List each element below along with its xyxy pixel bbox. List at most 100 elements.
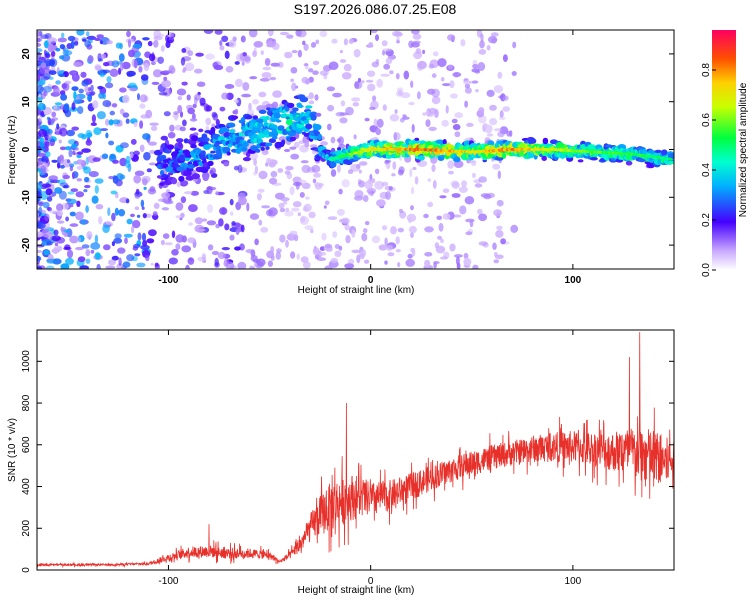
spectrogram-noise-cell [37, 94, 42, 98]
spectrogram-noise-cell [119, 87, 127, 93]
spectrogram-noise-cell [445, 105, 449, 114]
spectrogram-noise-cell [491, 37, 497, 44]
spectrogram-marks [37, 30, 674, 269]
spectrogram-noise-cell [58, 73, 66, 78]
spectrogram-noise-cell [257, 188, 265, 193]
spectrogram-noise-cell [249, 265, 254, 269]
spectrogram-noise-cell [490, 32, 499, 37]
spectrogram-noise-cell [290, 153, 300, 160]
spectrogram-noise-cell [285, 165, 294, 171]
spectrogram-noise-cell [37, 42, 42, 47]
spectrogram-noise-cell [142, 213, 147, 219]
spectrogram-noise-cell [152, 211, 158, 217]
spectrogram-noise-cell [168, 257, 178, 265]
spectrogram-noise-cell [373, 118, 378, 127]
spectrogram-noise-cell [266, 157, 272, 164]
chart-title: S197.2026.086.07.25.E08 [294, 1, 457, 17]
spectrogram-noise-cell [84, 85, 89, 93]
spectrogram-noise-cell [75, 211, 84, 221]
spectrogram-noise-cell [348, 38, 354, 45]
colorbar-tick-label: 0.4 [701, 163, 712, 177]
spectrogram-noise-cell [177, 105, 183, 114]
spectrogram-ridge-cell [577, 159, 584, 163]
spectrogram-noise-cell [70, 188, 79, 193]
spectrogram-noise-cell [308, 92, 314, 100]
spectrogram-noise-cell [319, 70, 329, 76]
spectrogram-noise-cell [109, 68, 119, 78]
spectrogram-noise-cell [64, 244, 71, 250]
spectrogram-noise-cell [378, 244, 388, 251]
spectrogram-noise-cell [76, 30, 85, 36]
spectrogram-noise-cell [108, 119, 114, 126]
spectrogram-noise-cell [37, 70, 41, 74]
spectrogram-noise-cell [324, 243, 333, 249]
spectrogram-noise-cell [431, 96, 441, 105]
spectrogram-noise-cell [41, 209, 47, 215]
spectrogram-noise-cell [181, 48, 187, 53]
spectrogram-ridge-cell [256, 118, 265, 124]
spectrogram-noise-cell [471, 80, 479, 84]
spectrogram-noise-cell [395, 249, 401, 253]
spectrogram-noise-cell [432, 180, 437, 189]
spectrogram-noise-cell [493, 259, 500, 264]
spectrogram-noise-cell [449, 80, 455, 89]
spectrogram-noise-cell [384, 260, 388, 265]
spectrogram-noise-cell [395, 236, 400, 245]
spectrogram-noise-cell [493, 252, 498, 257]
spectrogram-noise-cell [302, 40, 306, 46]
spectrogram-noise-cell [184, 191, 193, 195]
spectrogram-noise-cell [196, 81, 206, 87]
spectrogram-noise-cell [432, 51, 439, 57]
spectrogram-noise-cell [105, 82, 114, 89]
spectrogram-noise-cell [162, 70, 172, 74]
spectrogram-noise-cell [453, 254, 463, 258]
spectrogram-noise-cell [339, 59, 347, 63]
spectrogram-ridge-cell [661, 149, 668, 156]
spectrogram-noise-cell [138, 66, 143, 73]
spectrogram-noise-cell [111, 241, 115, 247]
spectrogram-noise-cell [112, 159, 119, 164]
spectrogram-noise-cell [261, 205, 271, 209]
spectrogram-ridge-cell [286, 102, 295, 109]
colorbar-gradient [712, 30, 736, 270]
spectrogram-noise-cell [312, 247, 320, 256]
spectrogram-noise-cell [111, 103, 118, 108]
spectrogram-noise-cell [335, 111, 346, 117]
spectrogram-noise-cell [224, 50, 230, 59]
spectrogram-noise-cell [65, 216, 69, 222]
spectrogram-noise-cell [142, 37, 150, 41]
spectrogram-noise-cell [264, 58, 271, 66]
spectrogram-ridge-cell [265, 142, 273, 147]
spectrogram-noise-cell [254, 165, 259, 174]
spectrogram-noise-cell [258, 219, 263, 226]
spectrogram-noise-cell [184, 62, 195, 72]
spectrogram-noise-cell [66, 249, 74, 259]
spectrogram-noise-cell [500, 238, 506, 245]
spectrogram-noise-cell [141, 175, 151, 183]
spectrogram-noise-cell [50, 118, 56, 123]
spectrogram-noise-cell [131, 225, 135, 234]
spectrogram-noise-cell [375, 34, 379, 41]
spectrogram-noise-cell [221, 92, 229, 100]
spectrogram-noise-cell [300, 256, 309, 263]
spectrogram-noise-cell [304, 142, 310, 148]
spectrogram-noise-cell [393, 132, 397, 141]
spectrogram-noise-cell [113, 237, 123, 244]
spectrogram-noise-cell [497, 71, 503, 79]
spectrogram-noise-cell [199, 97, 206, 106]
spectrogram-noise-cell [224, 84, 235, 89]
spectrogram-noise-cell [55, 80, 61, 85]
spectrogram-noise-cell [140, 199, 145, 208]
spectrogram-noise-cell [341, 217, 350, 225]
spectrogram-noise-cell [195, 52, 204, 57]
spectrogram-noise-cell [381, 40, 388, 47]
spectrogram-ridge-cell [183, 170, 192, 177]
spectrogram-noise-cell [293, 141, 300, 148]
spectrogram-noise-cell [187, 237, 196, 244]
spectrogram-noise-cell [427, 201, 434, 208]
spectrogram-noise-cell [37, 152, 46, 157]
spectrogram-noise-cell [489, 118, 498, 126]
snr-x-tick-label: 0 [368, 576, 374, 587]
spectrogram-noise-cell [383, 63, 391, 70]
spectrogram-noise-cell [125, 155, 131, 164]
